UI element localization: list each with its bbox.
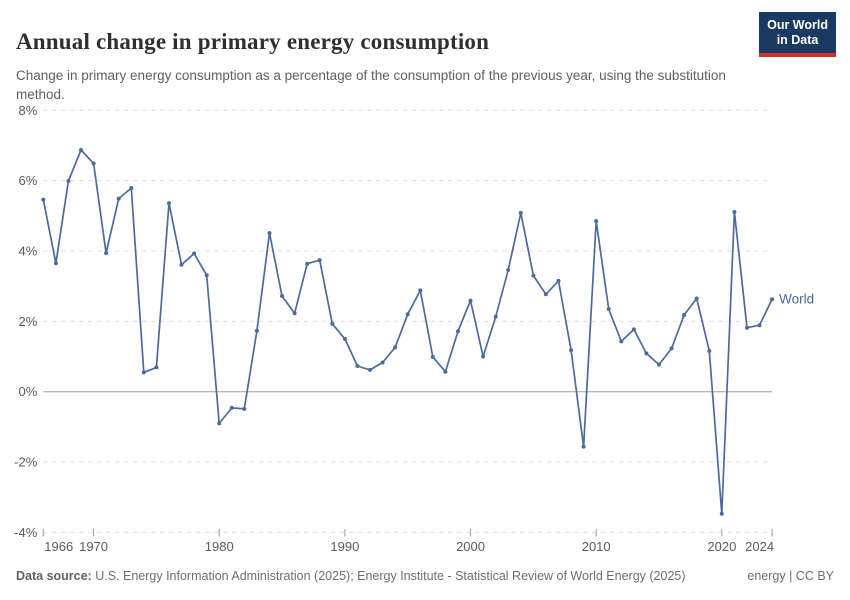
svg-text:-4%: -4% — [14, 525, 38, 540]
data-source-text: U.S. Energy Information Administration (… — [91, 569, 686, 583]
chart-canvas[interactable]: 8% 6% 4% 2% 0% -2% -4% 1966 1970 1980 1990 2000 2010… — [0, 95, 850, 555]
page-title: Annual change in primary energy consumpt… — [16, 29, 490, 55]
license-badge[interactable]: energy | CC BY — [747, 569, 834, 583]
series-line[interactable] — [42, 149, 773, 515]
svg-text:6%: 6% — [19, 173, 38, 188]
y-axis-labels: 8% 6% 4% 2% 0% -2% -4% — [14, 103, 38, 540]
owid-logo[interactable]: Our World in Data — [759, 12, 836, 57]
svg-text:2020: 2020 — [707, 539, 736, 554]
line-chart[interactable]: 8% 6% 4% 2% 0% -2% -4% 1966 1970 1980 1990 2000 2010… — [0, 95, 850, 555]
svg-text:4%: 4% — [19, 244, 38, 259]
svg-text:0%: 0% — [19, 384, 38, 399]
chart-subtitle: Change in primary energy consumption as … — [16, 67, 726, 102]
data-points[interactable] — [41, 148, 775, 516]
svg-text:8%: 8% — [19, 103, 38, 118]
svg-text:2010: 2010 — [582, 539, 611, 554]
svg-text:2000: 2000 — [456, 539, 485, 554]
data-source-line: Data source: U.S. Energy Information Adm… — [16, 569, 686, 583]
gridlines — [43, 109, 773, 533]
chart-footer: Data source: U.S. Energy Information Adm… — [16, 569, 834, 583]
svg-text:1970: 1970 — [79, 539, 108, 554]
svg-text:1990: 1990 — [330, 539, 359, 554]
svg-text:1980: 1980 — [205, 539, 234, 554]
data-source-label: Data source: — [16, 569, 92, 583]
svg-text:2024: 2024 — [745, 539, 774, 554]
svg-text:-2%: -2% — [14, 455, 38, 470]
owid-logo-line1: Our World — [767, 18, 828, 32]
svg-text:2%: 2% — [19, 314, 38, 329]
owid-logo-line2: in Data — [776, 32, 819, 47]
x-axis-labels: 1966 1970 1980 1990 2000 2010 2020 2024 — [42, 528, 774, 554]
svg-text:1966: 1966 — [44, 539, 73, 554]
series-label[interactable]: World — [779, 292, 814, 307]
